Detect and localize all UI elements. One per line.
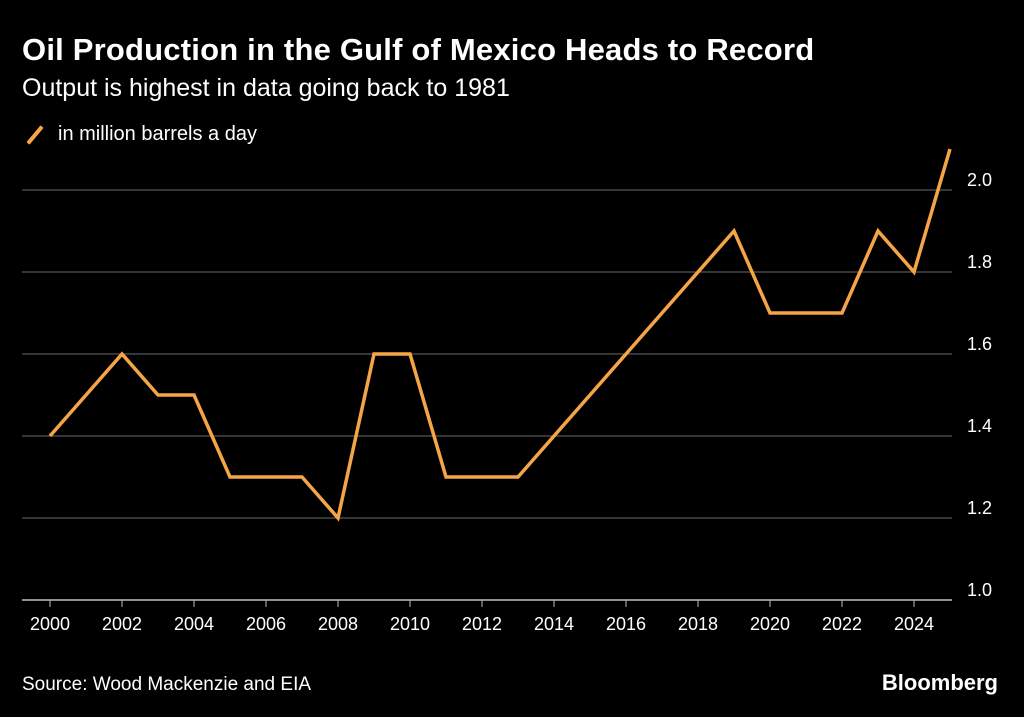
x-tick-label: 2018 — [678, 614, 718, 634]
x-tick-label: 2016 — [606, 614, 646, 634]
chart-subtitle: Output is highest in data going back to … — [22, 74, 510, 102]
x-axis: 2000 2002 2004 2006 2008 2010 2012 2014 2016 2018… — [30, 600, 934, 634]
data-point — [371, 351, 377, 357]
x-tick-label: 2012 — [462, 614, 502, 634]
chart-title: Oil Production in the Gulf of Mexico Hea… — [22, 32, 815, 67]
x-tick-label: 2024 — [894, 614, 934, 634]
x-tick-label: 2002 — [102, 614, 142, 634]
data-point — [155, 392, 161, 398]
data-point — [731, 228, 737, 234]
y-tick-label: 2.0 — [967, 170, 992, 190]
data-point — [407, 351, 413, 357]
x-tick-label: 2006 — [246, 614, 286, 634]
data-point — [947, 146, 953, 152]
legend-label: in million barrels a day — [58, 123, 257, 145]
data-point — [839, 310, 845, 316]
x-tick-label: 2014 — [534, 614, 574, 634]
data-point — [47, 433, 53, 439]
data-point — [335, 515, 341, 521]
y-tick-label: 1.6 — [967, 334, 992, 354]
x-tick-label: 2022 — [822, 614, 862, 634]
y-tick-label: 1.2 — [967, 498, 992, 518]
data-point — [299, 474, 305, 480]
y-tick-label: 1.0 — [967, 580, 992, 600]
y-tick-label: 1.8 — [967, 252, 992, 272]
data-point — [767, 310, 773, 316]
x-tick-label: 2020 — [750, 614, 790, 634]
series-line-oil-production — [48, 148, 952, 522]
x-tick-label: 2004 — [174, 614, 214, 634]
data-point — [911, 269, 917, 275]
source-note: Source: Wood Mackenzie and EIA — [22, 674, 312, 695]
bloomberg-logo: Bloomberg — [881, 670, 998, 695]
grid-layer — [22, 189, 952, 601]
x-tick-label: 2010 — [390, 614, 430, 634]
x-tick-label: 2000 — [30, 614, 70, 634]
y-axis: 1.0 1.2 1.4 1.6 1.8 2.0 — [967, 170, 992, 600]
legend: in million barrels a day — [24, 123, 257, 146]
series-layer — [47, 146, 953, 522]
y-tick-label: 1.4 — [967, 416, 992, 436]
data-point — [119, 351, 125, 357]
x-tick-label: 2008 — [318, 614, 358, 634]
data-point — [191, 392, 197, 398]
data-point — [443, 474, 449, 480]
data-point — [227, 474, 233, 480]
data-point — [515, 474, 521, 480]
data-point — [875, 228, 881, 234]
